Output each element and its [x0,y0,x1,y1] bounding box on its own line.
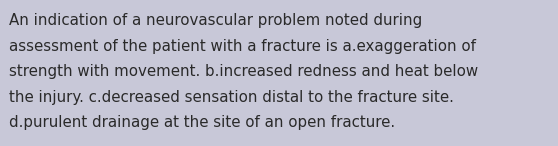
Text: strength with movement. b.increased redness and heat below: strength with movement. b.increased redn… [9,64,478,79]
Text: the injury. c.decreased sensation distal to the fracture site.: the injury. c.decreased sensation distal… [9,90,454,105]
Text: An indication of a neurovascular problem noted during: An indication of a neurovascular problem… [9,13,422,28]
Text: assessment of the patient with a fracture is a.exaggeration of: assessment of the patient with a fractur… [9,39,476,54]
Text: d.purulent drainage at the site of an open fracture.: d.purulent drainage at the site of an op… [9,115,395,130]
